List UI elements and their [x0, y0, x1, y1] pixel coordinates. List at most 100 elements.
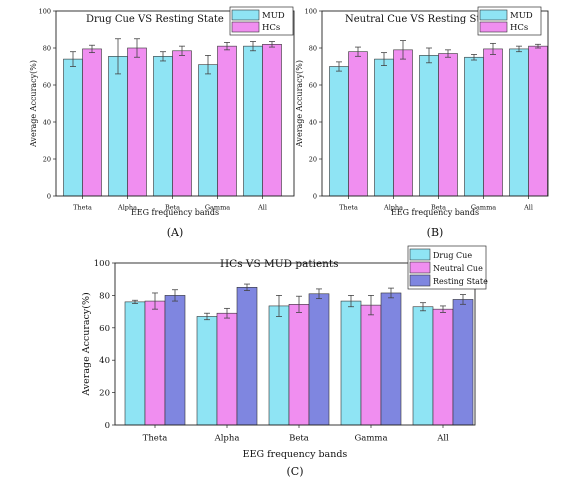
x-tick-label: All: [523, 204, 533, 212]
legend-swatch: [231, 9, 260, 21]
figure-caption: (B): [427, 226, 444, 239]
plot-frame: [321, 10, 549, 197]
bar: [262, 43, 282, 197]
bar: [412, 306, 434, 426]
x-tick-label: Alpha: [383, 204, 403, 212]
x-tick-label: Gamma: [354, 434, 387, 444]
bar: [82, 48, 102, 197]
bar: [268, 305, 290, 426]
bar: [509, 48, 529, 197]
chart-neutral-cue-vs-resting: Theta Alpha Beta Gamma All 0 20 40 60 80 100 Neutra…: [295, 6, 549, 239]
x-tick-label: Theta: [143, 434, 168, 444]
legend-label: Drug Cue: [433, 251, 472, 260]
bar: [124, 301, 146, 426]
bar: [348, 51, 368, 197]
y-tick-label: 0: [47, 192, 51, 200]
y-tick-label: 40: [309, 118, 317, 126]
bar: [63, 58, 83, 197]
y-tick-label: 40: [43, 118, 51, 126]
legend: MUD HCs: [477, 6, 542, 36]
bar: [464, 56, 484, 197]
y-tick-label: 80: [99, 291, 110, 301]
chart-hcs-vs-mud: Theta Alpha Beta Gamma All 0 20 40 60 80 100 HCs VS…: [81, 245, 488, 478]
chart-drug-cue-vs-resting: Theta Alpha Beta Gamma All 0 20 40 60 80 100 Drug C…: [29, 6, 295, 239]
legend-label: HCs: [510, 23, 528, 33]
x-tick-label: All: [436, 434, 449, 444]
x-axis-label: EEG frequency bands: [391, 208, 479, 217]
y-tick-label: 20: [99, 389, 110, 399]
figure-caption: (A): [167, 226, 184, 239]
y-tick-label: 100: [305, 7, 317, 15]
bar: [393, 49, 413, 197]
x-axis-label: EEG frequency bands: [131, 208, 219, 217]
bar: [198, 64, 218, 197]
bar: [380, 292, 402, 426]
x-tick-label: All: [257, 204, 267, 212]
chart-title: HCs VS MUD patients: [220, 258, 339, 270]
x-tick-label: Gamma: [205, 204, 230, 212]
legend-swatch: [409, 274, 431, 287]
y-tick-label: 40: [99, 356, 110, 366]
bar: [308, 293, 330, 426]
bar: [452, 299, 474, 426]
y-tick-label: 20: [309, 155, 317, 163]
bar: [216, 312, 238, 426]
y-tick-label: 20: [43, 155, 51, 163]
figure-caption: (C): [287, 465, 304, 478]
bar: [108, 56, 128, 197]
bar: [438, 53, 458, 197]
y-tick-label: 80: [309, 44, 317, 52]
y-tick-label: 80: [43, 44, 51, 52]
x-tick-label: Alpha: [117, 204, 137, 212]
y-tick-label: 0: [313, 192, 317, 200]
bar: [483, 48, 503, 197]
y-axis-label: Average Accuracy(%): [29, 60, 38, 148]
x-tick-label: Gamma: [471, 204, 496, 212]
x-axis-label: EEG frequency bands: [243, 449, 348, 460]
bar: [360, 304, 382, 426]
chart-title: Drug Cue VS Resting State: [86, 14, 224, 25]
bar: [432, 308, 454, 426]
bar: [340, 300, 362, 426]
x-tick-label: Alpha: [214, 434, 240, 444]
legend-label: HCs: [262, 23, 280, 33]
bar: [153, 56, 173, 197]
plot-frame: [114, 262, 476, 426]
bar: [329, 66, 349, 197]
bar: [172, 50, 192, 197]
x-tick-label: Beta: [165, 204, 180, 212]
y-tick-label: 60: [43, 81, 51, 89]
y-tick-label: 100: [39, 7, 51, 15]
plot-frame: [55, 10, 295, 197]
x-tick-label: Beta: [289, 434, 309, 444]
x-tick-label: Theta: [73, 204, 92, 212]
bar: [217, 45, 237, 197]
x-tick-label: Beta: [431, 204, 446, 212]
y-tick-label: 60: [309, 81, 317, 89]
bar: [374, 58, 394, 197]
bar: [528, 45, 548, 197]
bar: [288, 304, 310, 426]
y-axis-label: Average Accuracy(%): [81, 292, 92, 396]
legend: MUD HCs: [229, 6, 294, 36]
bar: [196, 316, 218, 426]
legend-label: MUD: [510, 11, 533, 21]
legend-swatch: [479, 9, 508, 21]
legend-swatch: [479, 21, 508, 33]
y-axis-label: Average Accuracy(%): [295, 60, 304, 148]
legend-swatch: [409, 261, 431, 274]
legend-swatch: [231, 21, 260, 33]
y-tick-label: 0: [105, 421, 110, 431]
y-tick-label: 60: [99, 324, 110, 334]
legend-label: Neutral Cue: [433, 264, 483, 273]
bar: [419, 55, 439, 197]
bar: [236, 286, 258, 426]
bar: [127, 47, 147, 197]
x-tick-label: Theta: [339, 204, 358, 212]
legend-swatch: [409, 248, 431, 261]
bar: [164, 295, 186, 426]
bar: [144, 300, 166, 426]
y-tick-label: 100: [94, 259, 110, 269]
legend-label: Resting State: [433, 277, 488, 286]
